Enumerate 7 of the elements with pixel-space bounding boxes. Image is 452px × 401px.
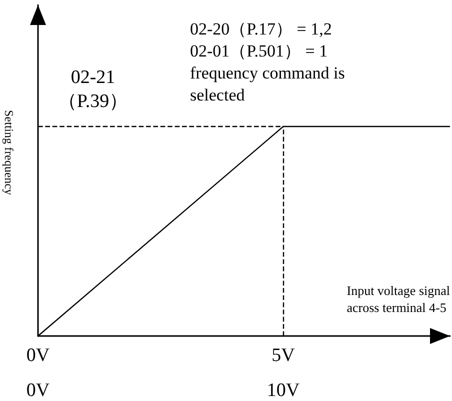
x2-tick-label: 10V xyxy=(266,380,300,401)
x-tick-label: 5V xyxy=(272,345,296,366)
x2-tick-label: 0V xyxy=(26,380,50,401)
x-axis-title: Input voltage signal across terminal 4-5 xyxy=(346,283,450,315)
y-axis-title: Setting frequency xyxy=(2,110,16,195)
text: 02-20（P.17） = 1,2 02-01（P.501） = 1 frequency command is selected xyxy=(190,20,345,104)
ref-line-label: 02-21 （P.39） xyxy=(58,67,128,112)
